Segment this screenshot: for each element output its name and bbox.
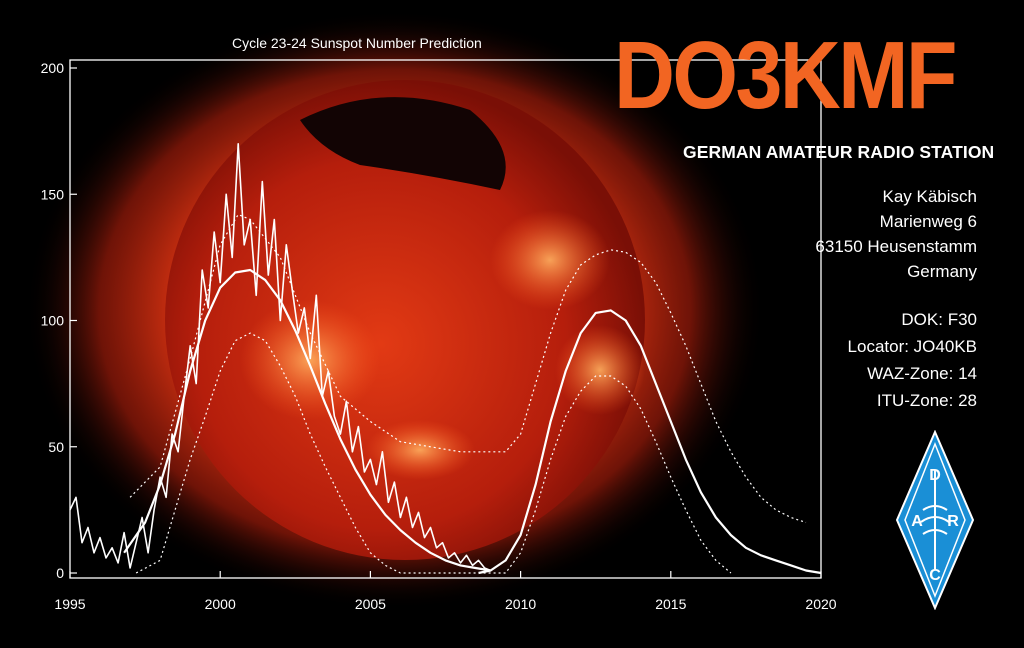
x-tick-label: 2010 <box>505 596 536 612</box>
address-city: 63150 Heusenstamm <box>815 237 977 256</box>
darc-logo-letter-r: R <box>947 513 959 530</box>
locator-line: Locator: JO40KB <box>847 337 977 356</box>
series-prediction-upper <box>129 213 807 524</box>
address-street: Marienweg 6 <box>879 212 977 231</box>
itu-zone-line: ITU-Zone: 28 <box>876 391 977 410</box>
x-tick-label: 2000 <box>205 596 236 612</box>
series-prediction-center <box>478 309 822 575</box>
chart-title: Cycle 23-24 Sunspot Number Prediction <box>232 35 482 51</box>
series-observed-monthly <box>69 143 491 572</box>
active-region-glow <box>490 210 610 310</box>
darc-logo-wave <box>920 505 950 535</box>
x-tick-label: 2015 <box>655 596 686 612</box>
y-tick-label: 100 <box>41 313 65 329</box>
station-info-block: DOK: F30 Locator: JO40KB WAZ-Zone: 14 IT… <box>848 306 977 414</box>
callsign: DO3KMF <box>614 22 957 129</box>
darc-logo-letter-a: A <box>911 513 923 530</box>
axis-ticks: 1995 2000 2005 2010 2015 2020 0 50 100 150 200 <box>41 60 837 612</box>
active-region-glow <box>555 325 645 415</box>
x-tick-label: 2020 <box>805 596 836 612</box>
series-group <box>69 143 822 575</box>
y-tick-label: 50 <box>48 439 64 455</box>
plot-frame <box>69 59 822 579</box>
sun-disk <box>165 80 645 560</box>
active-region-glow <box>365 420 475 480</box>
active-region-glow <box>240 300 380 420</box>
station-subtitle: GERMAN AMATEUR RADIO STATION <box>683 142 995 162</box>
y-tick-label: 0 <box>56 565 64 581</box>
x-tick-label: 1995 <box>54 596 85 612</box>
darc-logo-letter-d: D <box>929 467 941 484</box>
darc-logo-letter-c: C <box>929 567 941 584</box>
darc-logo-inner <box>904 441 966 599</box>
address-name: Kay Käbisch <box>882 187 978 206</box>
address-block: Kay Käbisch Marienweg 6 63150 Heusenstam… <box>815 184 977 284</box>
x-tick-label: 2005 <box>355 596 386 612</box>
dok-line: DOK: F30 <box>901 310 977 329</box>
series-prediction-lower <box>135 332 732 574</box>
darc-logo: D A R C <box>895 430 975 610</box>
coronal-hole <box>300 97 506 190</box>
address-country: Germany <box>907 262 977 281</box>
y-tick-label: 150 <box>41 186 65 202</box>
waz-zone-line: WAZ-Zone: 14 <box>867 364 977 383</box>
series-smoothed <box>123 268 491 572</box>
y-tick-label: 200 <box>41 60 65 76</box>
